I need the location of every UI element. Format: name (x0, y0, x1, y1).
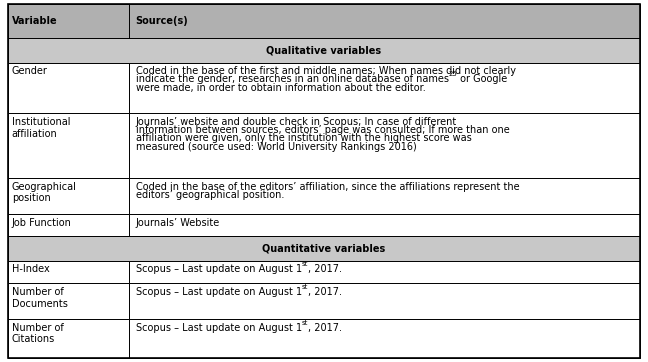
Bar (8, 319, 129, 358)
Text: st: st (302, 320, 308, 325)
Bar (129, 319, 640, 358)
Text: Scopus – Last update on August 1: Scopus – Last update on August 1 (135, 287, 302, 297)
Text: affiliation were given, only the institution with the highest score was: affiliation were given, only the institu… (135, 134, 472, 143)
Bar (8, 38, 640, 63)
Bar (8, 178, 129, 214)
Text: 25: 25 (448, 71, 457, 77)
Bar (129, 178, 640, 214)
Text: Number of
Documents: Number of Documents (12, 287, 67, 309)
Text: Number of
Citations: Number of Citations (12, 323, 64, 344)
Text: Qualitative variables: Qualitative variables (266, 45, 382, 55)
Text: or Google: or Google (457, 75, 507, 84)
Text: measured (source used: World University Rankings 2016): measured (source used: World University … (135, 142, 417, 152)
Text: , 2017.: , 2017. (308, 287, 342, 297)
Bar (129, 214, 640, 236)
Text: , 2017.: , 2017. (308, 265, 342, 274)
Bar (8, 283, 129, 319)
Text: Institutional
affiliation: Institutional affiliation (12, 117, 70, 139)
Text: information between sources, editors’ page was consulted; If more than one: information between sources, editors’ pa… (135, 125, 509, 135)
Bar (8, 236, 640, 261)
Bar (129, 283, 640, 319)
Text: Source(s): Source(s) (135, 16, 189, 26)
Text: st: st (302, 284, 308, 290)
Text: indicate the gender, researches in an online database of names: indicate the gender, researches in an on… (135, 75, 448, 84)
Text: Quantitative variables: Quantitative variables (262, 244, 386, 254)
Text: Geographical
position: Geographical position (12, 182, 76, 203)
Text: Gender: Gender (12, 66, 47, 76)
Bar (129, 63, 640, 113)
Text: st: st (302, 261, 308, 268)
Text: Journals’ website and double check in Scopus; In case of different: Journals’ website and double check in Sc… (135, 117, 457, 127)
Bar (8, 4, 640, 38)
Bar (8, 261, 129, 283)
Text: , 2017.: , 2017. (308, 323, 342, 333)
Text: Coded in the base of the editors’ affiliation, since the affiliations represent : Coded in the base of the editors’ affili… (135, 182, 519, 192)
Text: H-Index: H-Index (12, 265, 49, 274)
Text: Job Function: Job Function (12, 218, 71, 227)
Bar (129, 261, 640, 283)
Text: Scopus – Last update on August 1: Scopus – Last update on August 1 (135, 323, 302, 333)
Text: Coded in the base of the first and middle names; When names did not clearly: Coded in the base of the first and middl… (135, 66, 516, 76)
Bar (129, 113, 640, 178)
Text: st: st (302, 261, 308, 268)
Bar (8, 63, 129, 113)
Text: editors’ geographical position.: editors’ geographical position. (135, 190, 284, 200)
Text: Variable: Variable (12, 16, 57, 26)
Text: Journals’ Website: Journals’ Website (135, 218, 220, 227)
Text: st: st (302, 320, 308, 325)
Text: Scopus – Last update on August 1: Scopus – Last update on August 1 (135, 265, 302, 274)
Text: st: st (302, 284, 308, 290)
Bar (8, 214, 129, 236)
Text: were made, in order to obtain information about the editor.: were made, in order to obtain informatio… (135, 83, 426, 93)
Bar (8, 113, 129, 178)
Text: 25: 25 (448, 71, 457, 77)
